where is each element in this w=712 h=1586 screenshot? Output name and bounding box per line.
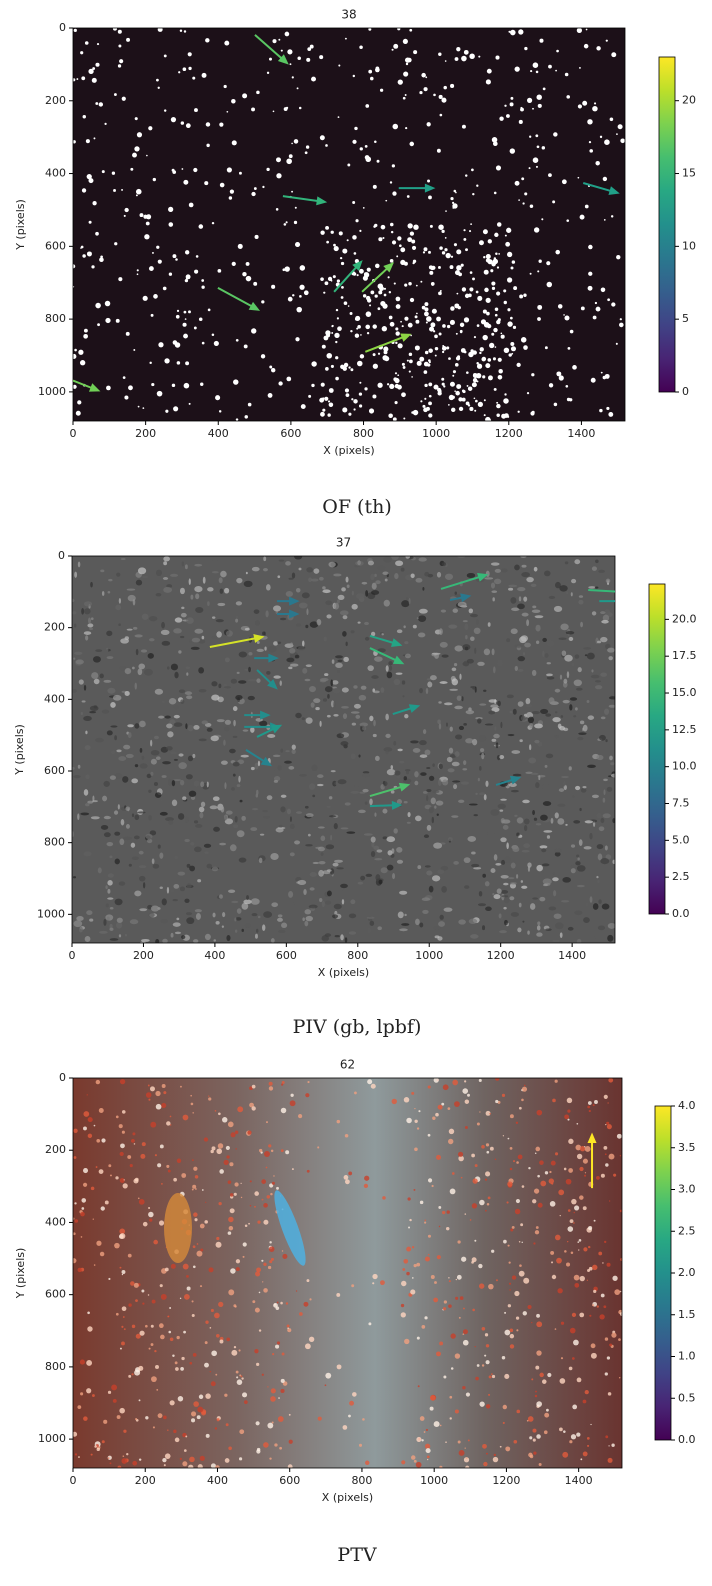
x-tick-label: 0: [70, 427, 77, 440]
caption: PTV: [337, 1544, 376, 1566]
x-tick-label: 400: [208, 427, 229, 440]
colorbar-tick-label: 2.5: [678, 1224, 696, 1237]
x-tick-label: 1000: [422, 427, 450, 440]
caption: PIV (gb, lpbf): [293, 1016, 422, 1038]
colorbar-tick-label: 4.0: [678, 1099, 696, 1112]
x-tick-label: 0: [69, 949, 76, 962]
colorbar-tick-label: 1.0: [678, 1350, 696, 1363]
y-tick-label: 600: [44, 764, 65, 777]
caption: OF (th): [322, 496, 392, 518]
colorbar-tick-label: 7.5: [672, 797, 690, 810]
x-tick-label: 800: [351, 1474, 372, 1487]
y-tick-label: 1000: [37, 907, 65, 920]
colorbar-tick-label: 0.0: [678, 1433, 696, 1446]
y-tick-label: 800: [45, 1360, 66, 1373]
y-tick-label: 0: [58, 549, 65, 562]
x-tick-label: 400: [207, 1474, 228, 1487]
colorbar-tick-label: 10.0: [672, 760, 697, 773]
x-tick-label: 600: [276, 949, 297, 962]
y-tick-label: 1000: [38, 385, 66, 398]
y-tick-label: 800: [44, 836, 65, 849]
colorbar-tick-label: 5: [682, 312, 689, 325]
y-tick-label: 800: [45, 312, 66, 325]
colorbar-tick-label: 1.5: [678, 1308, 696, 1321]
x-tick-label: 0: [70, 1474, 77, 1487]
x-tick-label: 1400: [567, 427, 595, 440]
y-tick-label: 400: [45, 167, 66, 180]
colorbar-tick-label: 0: [682, 385, 689, 398]
x-axis-label: X (pixels): [318, 966, 369, 979]
colorbar-tick-label: 2.0: [678, 1266, 696, 1279]
chart-title: 37: [336, 536, 351, 550]
y-tick-label: 600: [45, 1288, 66, 1301]
image-background: [70, 553, 619, 944]
x-axis-label: X (pixels): [322, 1491, 373, 1504]
colorbar-tick-label: 20: [682, 94, 696, 107]
image-background: [71, 27, 625, 423]
x-tick-label: 1400: [558, 949, 586, 962]
chart-title: 38: [341, 8, 356, 22]
y-axis-label: Y (pixels): [13, 724, 26, 776]
y-tick-label: 1000: [38, 1432, 66, 1445]
colorbar-tick-label: 5.0: [672, 833, 690, 846]
colorbar: [659, 57, 675, 392]
x-tick-label: 1000: [415, 949, 443, 962]
colorbar-tick-label: 3.0: [678, 1183, 696, 1196]
colorbar-tick-label: 20.0: [672, 612, 697, 625]
chart-title: 62: [340, 1058, 355, 1072]
colorbar-tick-label: 0.5: [678, 1391, 696, 1404]
colorbar-tick-label: 0.0: [672, 907, 690, 920]
colorbar-tick-label: 15.0: [672, 686, 697, 699]
y-axis-label: Y (pixels): [14, 199, 27, 251]
colorbar: [655, 1106, 671, 1440]
y-tick-label: 400: [44, 692, 65, 705]
x-tick-label: 800: [353, 427, 374, 440]
x-tick-label: 200: [135, 427, 156, 440]
colorbar-tick-label: 2.5: [672, 870, 690, 883]
y-tick-label: 0: [59, 21, 66, 34]
image-background: [71, 1076, 624, 1470]
y-tick-label: 200: [44, 621, 65, 634]
colorbar-tick-label: 15: [682, 167, 696, 180]
colorbar-tick-label: 17.5: [672, 649, 697, 662]
x-axis-label: X (pixels): [323, 444, 374, 457]
colorbar-tick-label: 3.5: [678, 1141, 696, 1154]
x-tick-label: 1200: [487, 949, 515, 962]
y-tick-label: 200: [45, 94, 66, 107]
x-tick-label: 1000: [420, 1474, 448, 1487]
y-tick-label: 200: [45, 1143, 66, 1156]
colorbar-tick-label: 10: [682, 239, 696, 252]
y-tick-label: 600: [45, 239, 66, 252]
x-tick-label: 200: [133, 949, 154, 962]
x-tick-label: 600: [279, 1474, 300, 1487]
x-tick-label: 800: [347, 949, 368, 962]
x-tick-label: 1400: [565, 1474, 593, 1487]
y-tick-label: 400: [45, 1215, 66, 1228]
x-tick-label: 400: [204, 949, 225, 962]
y-tick-label: 0: [59, 1071, 66, 1084]
x-tick-label: 1200: [492, 1474, 520, 1487]
x-tick-label: 600: [280, 427, 301, 440]
colorbar-tick-label: 12.5: [672, 723, 697, 736]
x-tick-label: 200: [135, 1474, 156, 1487]
y-axis-label: Y (pixels): [14, 1248, 27, 1300]
colorbar: [649, 584, 665, 914]
x-tick-label: 1200: [495, 427, 523, 440]
